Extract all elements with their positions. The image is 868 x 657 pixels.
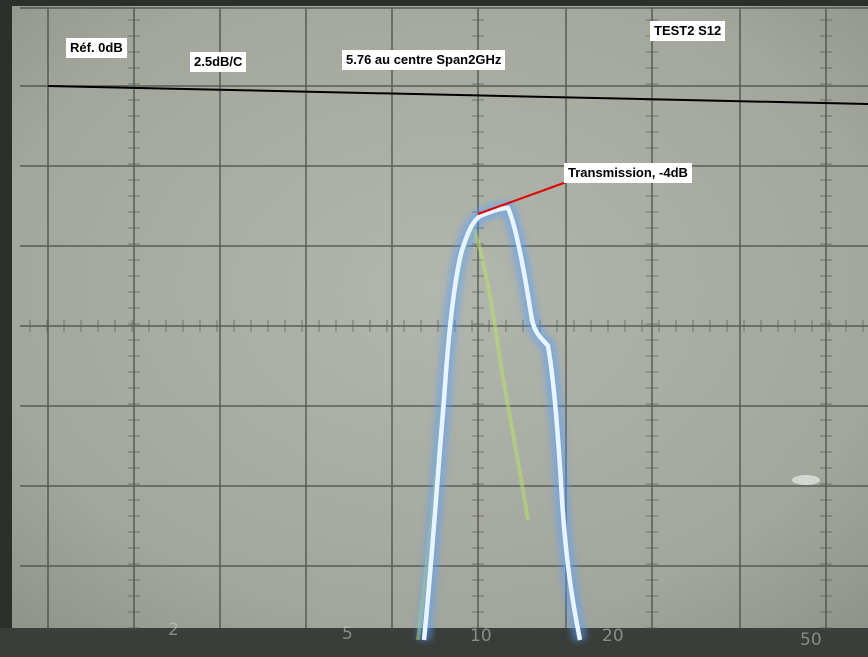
- center-span-label: 5.76 au centre Span2GHz: [342, 50, 506, 70]
- axis-mark: 10: [470, 626, 492, 646]
- screen-glint: [792, 475, 820, 485]
- axis-mark: 20: [602, 626, 624, 646]
- transmission-pointer: [477, 179, 573, 215]
- trace-line: [421, 205, 583, 641]
- reference-line: [47, 85, 868, 105]
- axis-mark: 5: [342, 624, 353, 644]
- axis-mark: 50: [800, 630, 822, 650]
- test-id-label: TEST2 S12: [650, 21, 726, 41]
- bottom-bezel: [0, 628, 868, 657]
- graticule-minor-ticks: [29, 19, 864, 629]
- axis-mark: 2: [168, 620, 179, 640]
- graticule: [20, 7, 868, 631]
- scale-label: 2.5dB/C: [190, 52, 247, 72]
- transmission-label: Transmission, -4dB: [564, 163, 692, 183]
- ref-level-label: Réf. 0dB: [66, 38, 127, 58]
